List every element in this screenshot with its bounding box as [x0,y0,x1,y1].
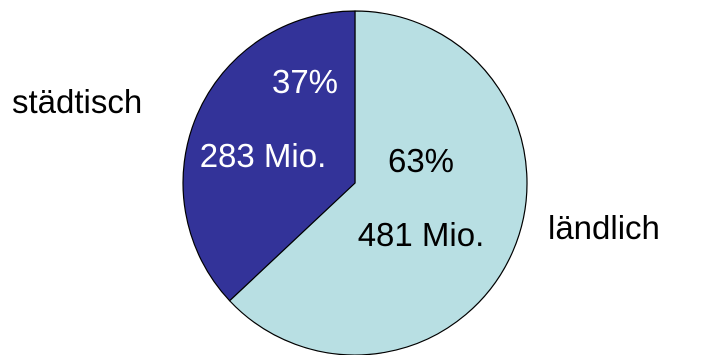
pie-labels: 63% 481 Mio. 37% 283 Mio. ländlich städt… [12,63,660,253]
pie-slices [182,10,528,355]
category-label-staedtisch: städtisch [12,83,142,120]
slice-label-laendlich-value: 481 Mio. [358,216,485,253]
slice-label-staedtisch-percent: 37% [272,63,338,100]
pie-slice-laendlich [228,10,528,355]
slice-label-laendlich-percent: 63% [388,142,454,179]
pie-slice-staedtisch [182,10,356,302]
slice-label-staedtisch-value: 283 Mio. [200,137,327,174]
category-label-laendlich: ländlich [548,209,660,246]
